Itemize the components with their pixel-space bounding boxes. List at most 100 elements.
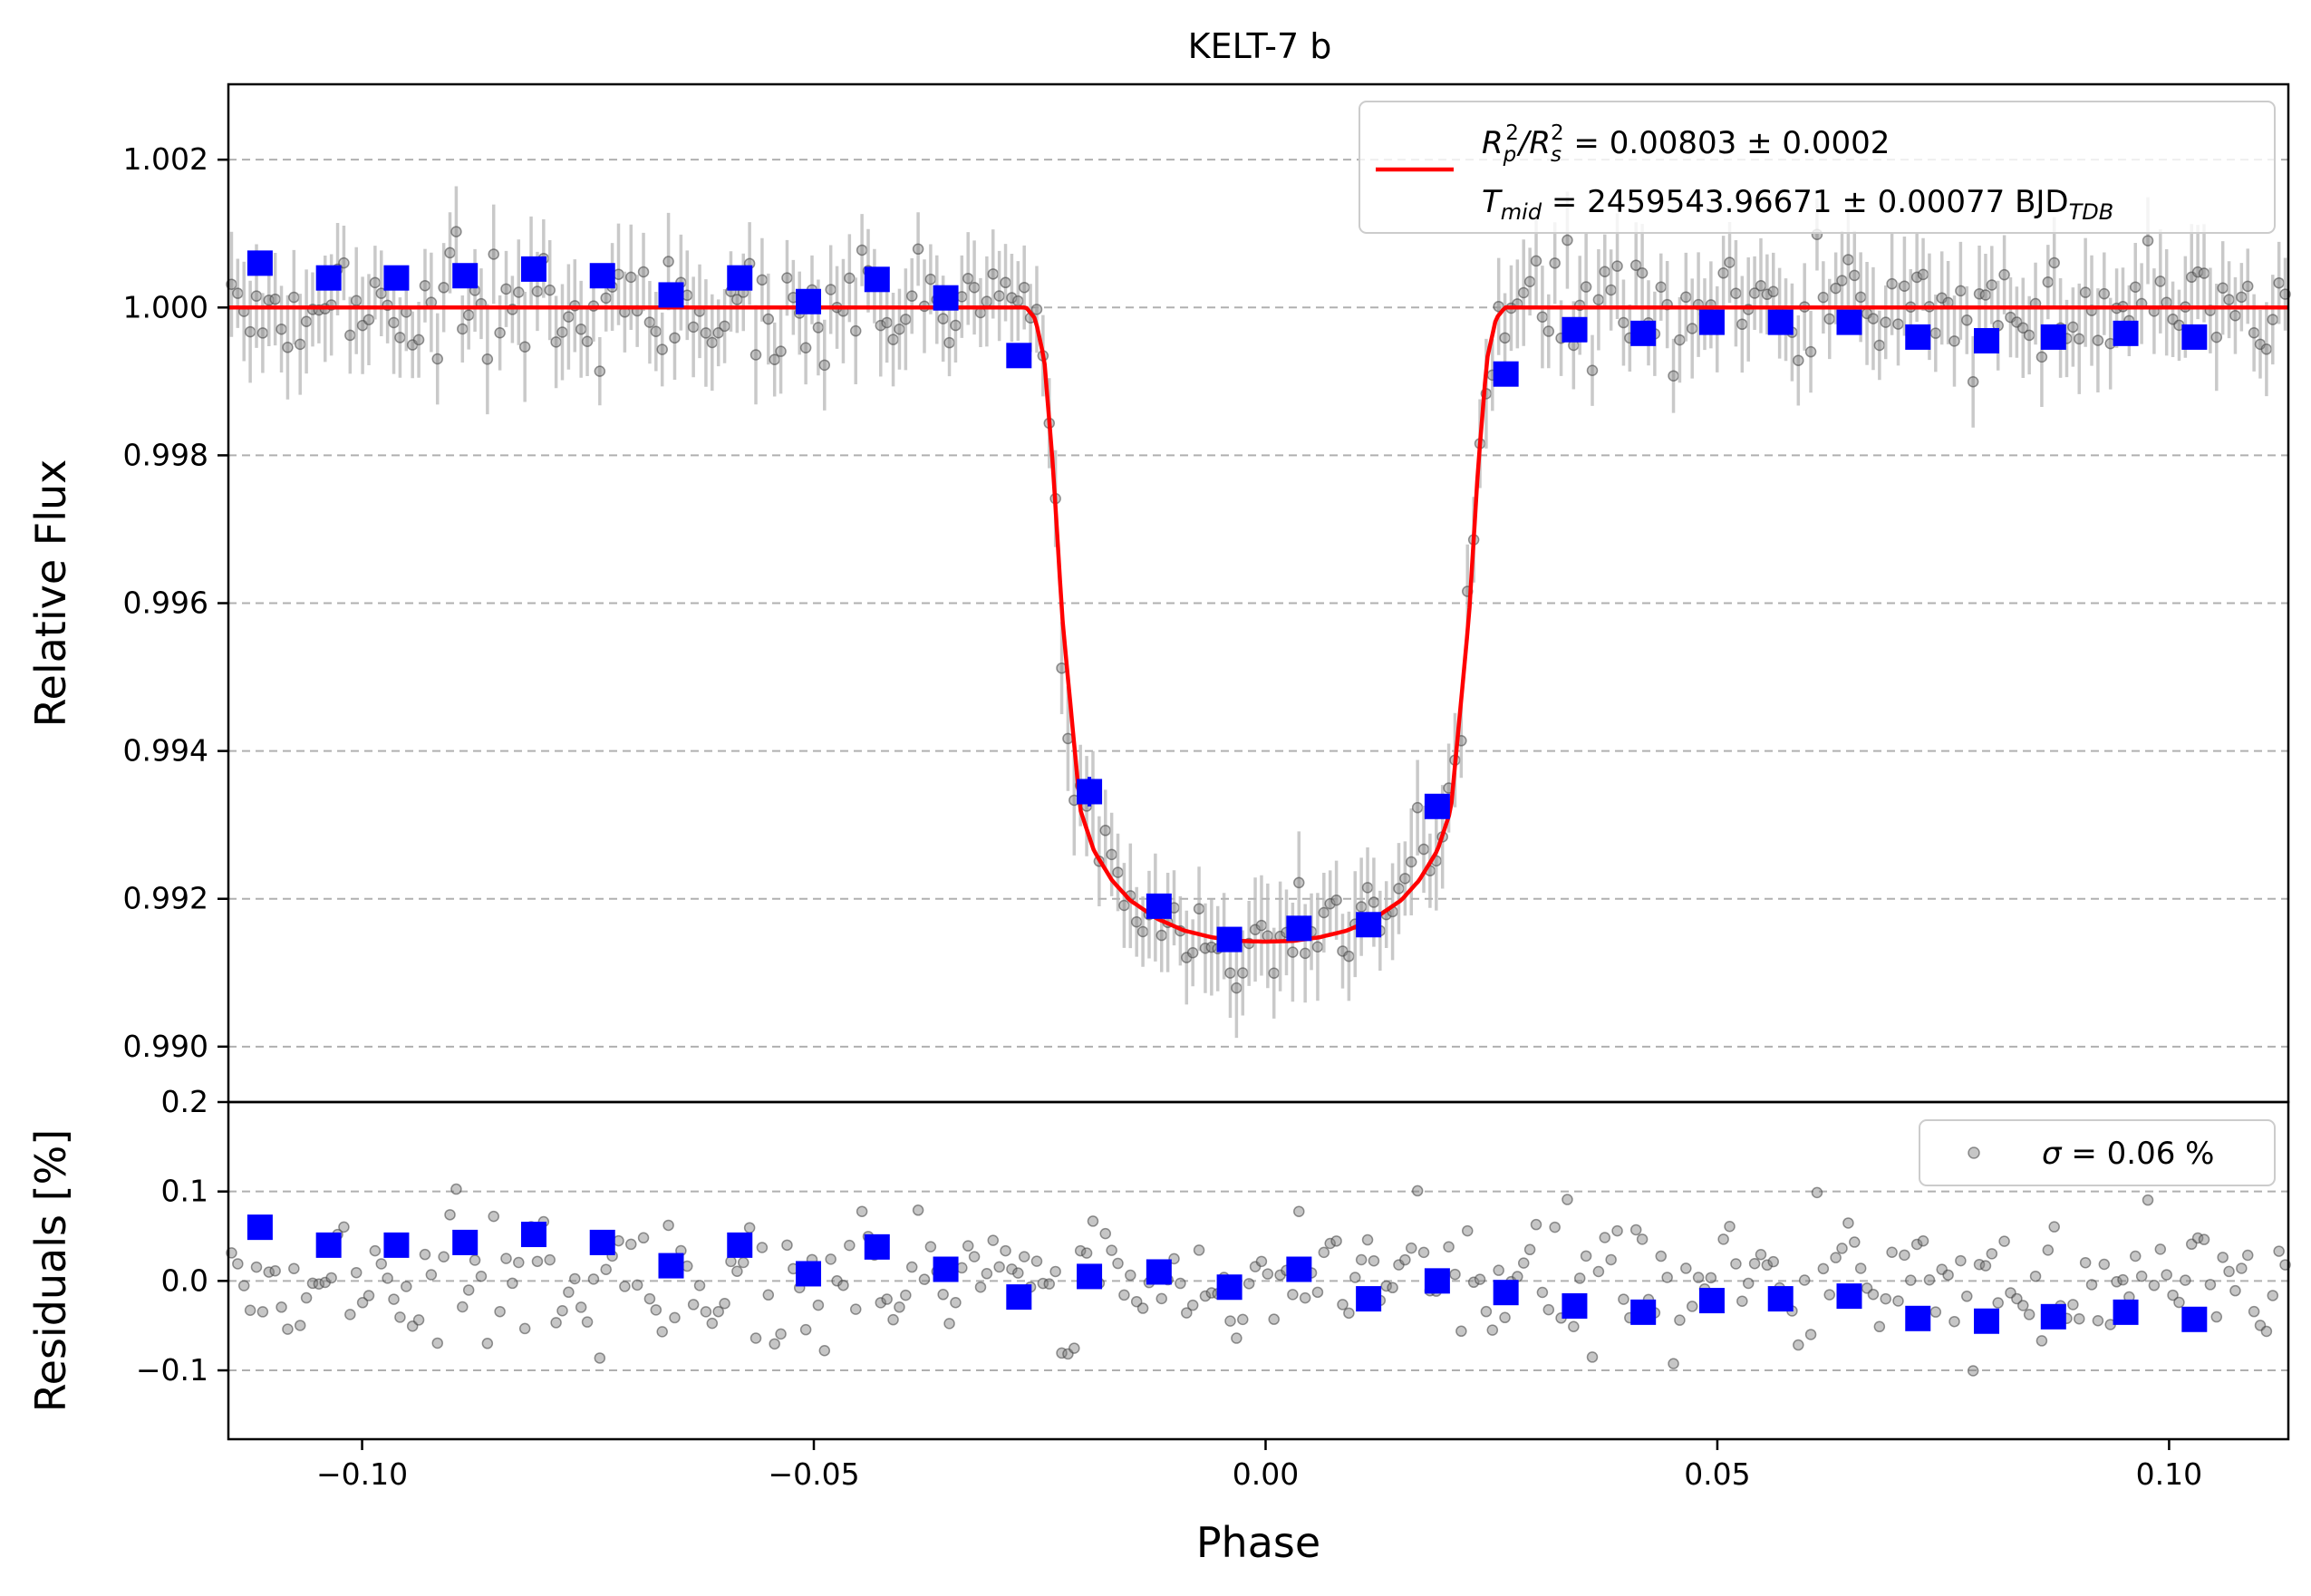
raw-point	[1499, 332, 1511, 344]
residual-point	[1193, 1244, 1205, 1256]
raw-point	[900, 314, 912, 325]
residual-point	[2217, 1252, 2229, 1263]
raw-point	[1118, 899, 1130, 912]
residual-point	[1343, 1307, 1355, 1320]
binned-residual-point	[1698, 1288, 1725, 1314]
raw-point	[394, 332, 406, 343]
residual-point	[2223, 1265, 2235, 1278]
residual-point	[594, 1352, 606, 1364]
residual-point	[1530, 1218, 1542, 1231]
residual-point	[631, 1279, 643, 1291]
residual-point	[731, 1265, 743, 1277]
residual-point	[662, 1219, 674, 1232]
residual-point	[462, 1284, 475, 1296]
binned-point	[796, 288, 822, 314]
raw-point	[1730, 287, 1742, 299]
residual-point	[700, 1306, 712, 1318]
residual-point	[513, 1256, 525, 1269]
y-tick-label: 1.002	[123, 141, 208, 177]
raw-point	[1417, 843, 1430, 856]
residual-point	[1474, 1273, 1486, 1285]
raw-point	[937, 313, 949, 324]
residual-point	[2111, 1276, 2122, 1288]
binned-residual-point	[933, 1256, 959, 1282]
y-tick-label: −0.1	[136, 1352, 208, 1388]
residual-point	[2173, 1296, 2185, 1309]
residual-point	[2241, 1249, 2254, 1262]
residual-point	[2074, 1312, 2085, 1325]
residual-point	[2260, 1325, 2273, 1338]
raw-point	[1318, 906, 1330, 919]
residual-point	[1929, 1306, 1942, 1318]
raw-point	[2248, 326, 2260, 339]
residual-point	[1287, 1289, 1299, 1301]
residual-point	[856, 1205, 868, 1217]
raw-point	[719, 320, 730, 333]
residual-point	[1536, 1286, 1549, 1299]
raw-point	[513, 286, 525, 298]
binned-point	[1146, 893, 1172, 919]
residuals-legend: σ = 0.06 %	[1919, 1119, 2276, 1186]
raw-point	[2154, 276, 2167, 287]
binned-residual-point	[1562, 1292, 1588, 1319]
y-tick-label: 0.0	[161, 1262, 208, 1298]
raw-point	[544, 284, 556, 296]
residual-point	[656, 1326, 668, 1338]
residual-point	[356, 1297, 369, 1309]
residual-point	[1231, 1332, 1243, 1344]
residual-point	[2117, 1273, 2129, 1286]
raw-point	[1854, 291, 1867, 304]
raw-point	[981, 295, 993, 307]
light-curve-legend: Rp2/Rs2 = 0.00803 ± 0.0002 Tmid = 245954…	[1359, 101, 2276, 234]
binned-residual-point	[1905, 1305, 1931, 1331]
raw-point	[749, 349, 762, 361]
raw-point	[1736, 318, 1748, 331]
raw-point	[494, 327, 506, 339]
residual-point	[1043, 1278, 1056, 1290]
binned-point	[520, 256, 546, 282]
raw-point	[282, 342, 294, 353]
raw-point	[419, 279, 431, 292]
raw-point	[2098, 287, 2111, 300]
y-tick-label: 0.992	[123, 881, 208, 916]
residual-point	[1049, 1265, 1061, 1278]
residual-point	[338, 1221, 350, 1233]
x-tick-label: 0.10	[2136, 1456, 2202, 1492]
raw-point	[518, 341, 531, 353]
raw-point	[1804, 345, 1817, 358]
raw-point	[363, 314, 375, 325]
raw-point	[1237, 967, 1249, 979]
residual-point	[812, 1299, 825, 1311]
residual-point	[2154, 1243, 2167, 1255]
y-tick-label: 0.990	[123, 1029, 208, 1064]
residuals-raw-points	[226, 1183, 2291, 1377]
residual-point	[475, 1271, 488, 1282]
residual-point	[1655, 1250, 1668, 1262]
raw-point	[1368, 896, 1380, 908]
raw-point	[637, 266, 650, 278]
raw-point	[2074, 333, 2085, 345]
binned-point	[1767, 309, 1794, 335]
residual-point	[2229, 1284, 2241, 1297]
raw-point	[818, 359, 831, 372]
residual-point	[1599, 1232, 1611, 1243]
residual-point	[1000, 1244, 1011, 1257]
binned-point	[1974, 327, 2000, 353]
residual-point	[1361, 1233, 1374, 1246]
binned-point	[2040, 324, 2066, 350]
residual-point	[650, 1304, 662, 1316]
residual-point	[2048, 1221, 2060, 1233]
raw-point	[488, 248, 499, 260]
raw-point	[1580, 281, 1592, 293]
raw-point	[1293, 876, 1305, 889]
binned-point	[1630, 320, 1657, 346]
residual-point	[643, 1292, 656, 1305]
residual-point	[1349, 1272, 1361, 1283]
raw-point	[1842, 254, 1854, 266]
residual-point	[1618, 1293, 1629, 1305]
light-curve-frame	[227, 82, 2290, 1104]
raw-point	[962, 273, 974, 285]
residual-point	[1455, 1325, 1467, 1338]
binned-residual-point	[1146, 1259, 1172, 1285]
